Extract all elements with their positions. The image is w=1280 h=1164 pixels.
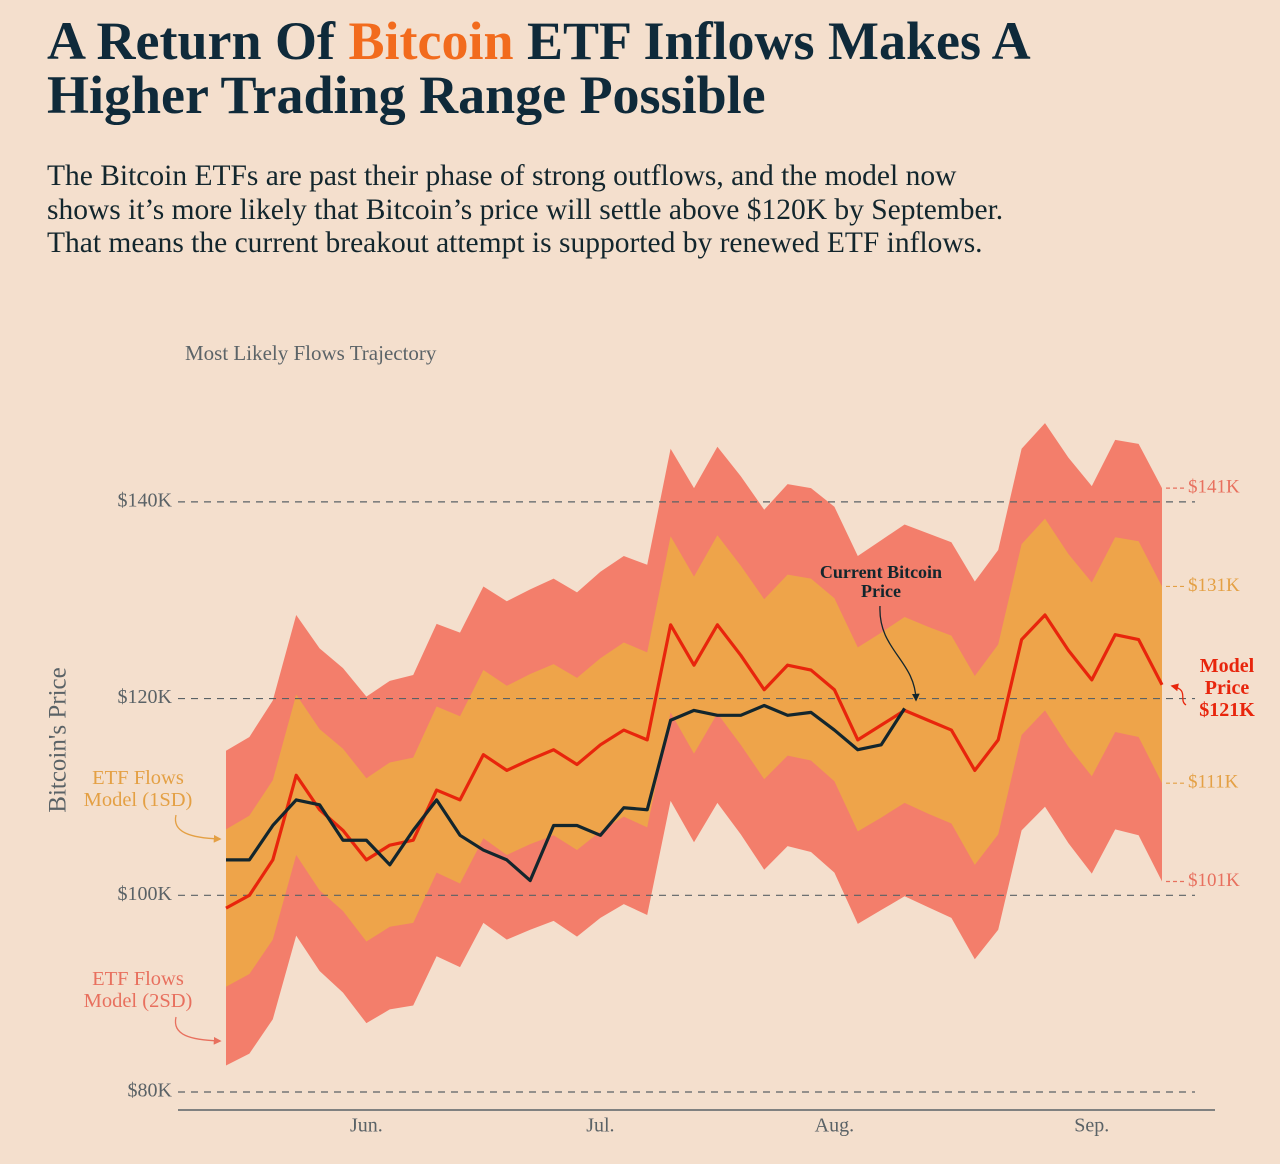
annotation-arrow [1170,683,1187,706]
series-line [226,703,906,883]
title-part: ETF Inflows Makes A Higher Trading Range… [47,11,1028,125]
bands [226,423,1162,1066]
title-highlight: Bitcoin [348,11,514,71]
lines [225,613,1164,910]
annotation-arrow [879,605,920,702]
title-part: A Return Of [47,11,349,71]
y-tick-label: $100K [118,883,173,905]
current-price-note: Current Bitcoin Price [819,562,943,601]
legend-2sd: ETF Flows Model (2SD) [83,968,193,1012]
end-label: $141K [1188,476,1240,497]
labels: $141K $101K $131K $111K $80K $100K $120K $140K J… [118,476,1240,1136]
legend-arrow [174,814,222,843]
x-tick-label: Sep. [1074,1115,1109,1137]
legend-1sd: ETF Flows Model (1SD) [83,767,193,811]
grid [178,501,1195,1093]
y-axis-label: Bitcoin's Price [45,667,72,812]
end-label: $131K [1188,575,1240,596]
y-tick-label: $80K [128,1080,173,1102]
y-tick-label: $120K [118,686,173,708]
x-tick-label: Jul. [586,1115,614,1137]
chart-label: Most Likely Flows Trajectory [185,341,437,365]
series-line [225,613,1164,910]
end-label: $101K [1188,870,1240,891]
model-price-note: Model Price $121K [1188,655,1266,721]
x-tick-label: Jun. [350,1115,383,1137]
x-tick-label: Aug. [815,1115,854,1137]
band [226,518,1162,987]
model-price-name: Model Price [1199,655,1255,699]
end-label: $111K [1188,772,1239,793]
y-tick-label: $140K [118,489,173,511]
legend-arrow [174,1016,222,1045]
title: A Return Of Bitcoin ETF Inflows Makes A … [47,14,1197,122]
subtitle: The Bitcoin ETFs are past their phase of… [47,160,1004,259]
model-price-value: $121K [1199,699,1255,721]
